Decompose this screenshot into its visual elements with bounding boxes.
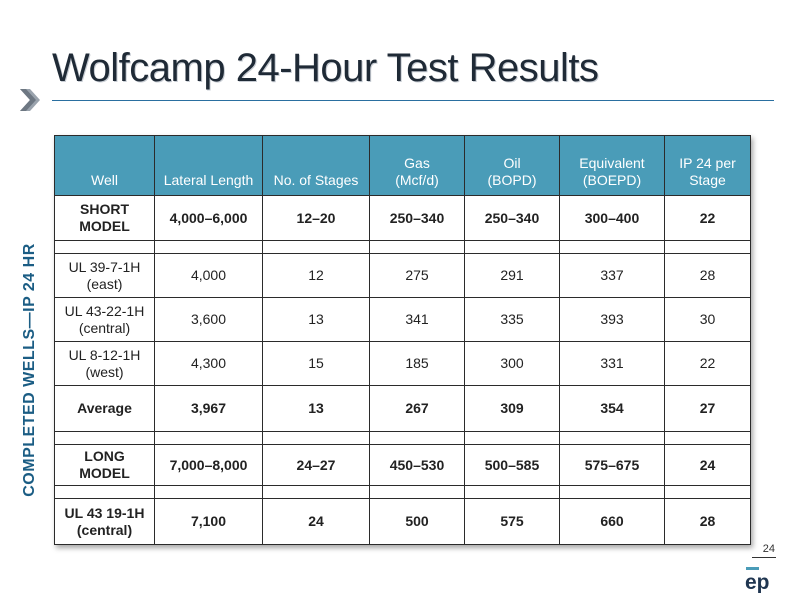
table-cell: 13 bbox=[262, 297, 370, 342]
spacer-row bbox=[54, 485, 751, 499]
header-cell: Well bbox=[54, 135, 155, 196]
table-cell: 393 bbox=[559, 297, 665, 342]
table-row: UL 43-22-1H (central) 3,600 13 341 335 39… bbox=[54, 297, 751, 342]
table-cell: 250–340 bbox=[369, 195, 465, 241]
table-cell: 28 bbox=[664, 253, 751, 298]
side-label-text: COMPLETED WELLS—IP 24 HR bbox=[21, 243, 39, 497]
header-cell: Gas (Mcf/d) bbox=[369, 135, 465, 196]
table-cell: 28 bbox=[664, 498, 751, 545]
long-model-row: LONG MODEL 7,000–8,000 24–27 450–530 500–… bbox=[54, 444, 751, 486]
table-cell: 575–675 bbox=[559, 444, 665, 486]
table-cell: UL 8-12-1H (west) bbox=[54, 341, 155, 386]
table-cell: 450–530 bbox=[369, 444, 465, 486]
table-cell: 660 bbox=[559, 498, 665, 545]
table-cell: UL 43 19-1H (central) bbox=[54, 498, 155, 545]
average-row: Average 3,967 13 267 309 354 27 bbox=[54, 385, 751, 432]
table-cell: 24–27 bbox=[262, 444, 370, 486]
table-cell: 24 bbox=[262, 498, 370, 545]
header-cell: No. of Stages bbox=[262, 135, 370, 196]
page-number-rule bbox=[752, 557, 776, 558]
table-cell: 335 bbox=[464, 297, 560, 342]
table-header-row: Well Lateral Length No. of Stages Gas (Mc… bbox=[54, 135, 751, 196]
table-cell: 30 bbox=[664, 297, 751, 342]
header-cell: Oil (BOPD) bbox=[464, 135, 560, 196]
table-cell: 22 bbox=[664, 195, 751, 241]
table-cell: 15 bbox=[262, 341, 370, 386]
table-cell: SHORT MODEL bbox=[54, 195, 155, 241]
table-cell: 4,000 bbox=[154, 253, 263, 298]
table-cell: 7,100 bbox=[154, 498, 263, 545]
table-cell: 12–20 bbox=[262, 195, 370, 241]
table-cell: 27 bbox=[664, 385, 751, 432]
side-label: COMPLETED WELLS—IP 24 HR bbox=[12, 205, 48, 535]
table-cell: 185 bbox=[369, 341, 465, 386]
ep-logo-icon: ep bbox=[745, 567, 770, 593]
svg-text:ep: ep bbox=[745, 571, 770, 593]
spacer-row bbox=[54, 240, 751, 254]
spacer-row bbox=[54, 431, 751, 445]
table-row: UL 8-12-1H (west) 4,300 15 185 300 331 22 bbox=[54, 341, 751, 386]
slide-title: Wolfcamp 24-Hour Test Results bbox=[52, 46, 599, 90]
results-table: Well Lateral Length No. of Stages Gas (Mc… bbox=[54, 135, 751, 545]
table-cell: 267 bbox=[369, 385, 465, 432]
page-number: 24 bbox=[762, 543, 775, 555]
table-cell: 300 bbox=[464, 341, 560, 386]
table-cell: 500 bbox=[369, 498, 465, 545]
table-cell: 354 bbox=[559, 385, 665, 432]
table-cell: UL 43-22-1H (central) bbox=[54, 297, 155, 342]
title-divider bbox=[52, 100, 774, 101]
table-cell: 309 bbox=[464, 385, 560, 432]
table-cell: 22 bbox=[664, 341, 751, 386]
table-row: UL 43 19-1H (central) 7,100 24 500 575 66… bbox=[54, 498, 751, 545]
table-cell: 291 bbox=[464, 253, 560, 298]
table-cell: 250–340 bbox=[464, 195, 560, 241]
table-row: UL 39-7-1H (east) 4,000 12 275 291 337 28 bbox=[54, 253, 751, 298]
table-cell: 3,967 bbox=[154, 385, 263, 432]
table-cell: UL 39-7-1H (east) bbox=[54, 253, 155, 298]
table-cell: 3,600 bbox=[154, 297, 263, 342]
table-cell: 341 bbox=[369, 297, 465, 342]
table-cell: 7,000–8,000 bbox=[154, 444, 263, 486]
table-cell: 13 bbox=[262, 385, 370, 432]
header-cell: Lateral Length bbox=[154, 135, 263, 196]
header-cell: IP 24 per Stage bbox=[664, 135, 751, 196]
table-cell: 337 bbox=[559, 253, 665, 298]
chevron-right-icon bbox=[20, 89, 40, 111]
header-cell: Equivalent (BOEPD) bbox=[559, 135, 665, 196]
table-cell: 575 bbox=[464, 498, 560, 545]
short-model-row: SHORT MODEL 4,000–6,000 12–20 250–340 250… bbox=[54, 195, 751, 241]
table-cell: 12 bbox=[262, 253, 370, 298]
table-cell: 4,300 bbox=[154, 341, 263, 386]
table-cell: 500–585 bbox=[464, 444, 560, 486]
table-cell: 331 bbox=[559, 341, 665, 386]
table-cell: Average bbox=[54, 385, 155, 432]
table-cell: 24 bbox=[664, 444, 751, 486]
table-cell: 4,000–6,000 bbox=[154, 195, 263, 241]
table-cell: 300–400 bbox=[559, 195, 665, 241]
table-cell: 275 bbox=[369, 253, 465, 298]
table-cell: LONG MODEL bbox=[54, 444, 155, 486]
